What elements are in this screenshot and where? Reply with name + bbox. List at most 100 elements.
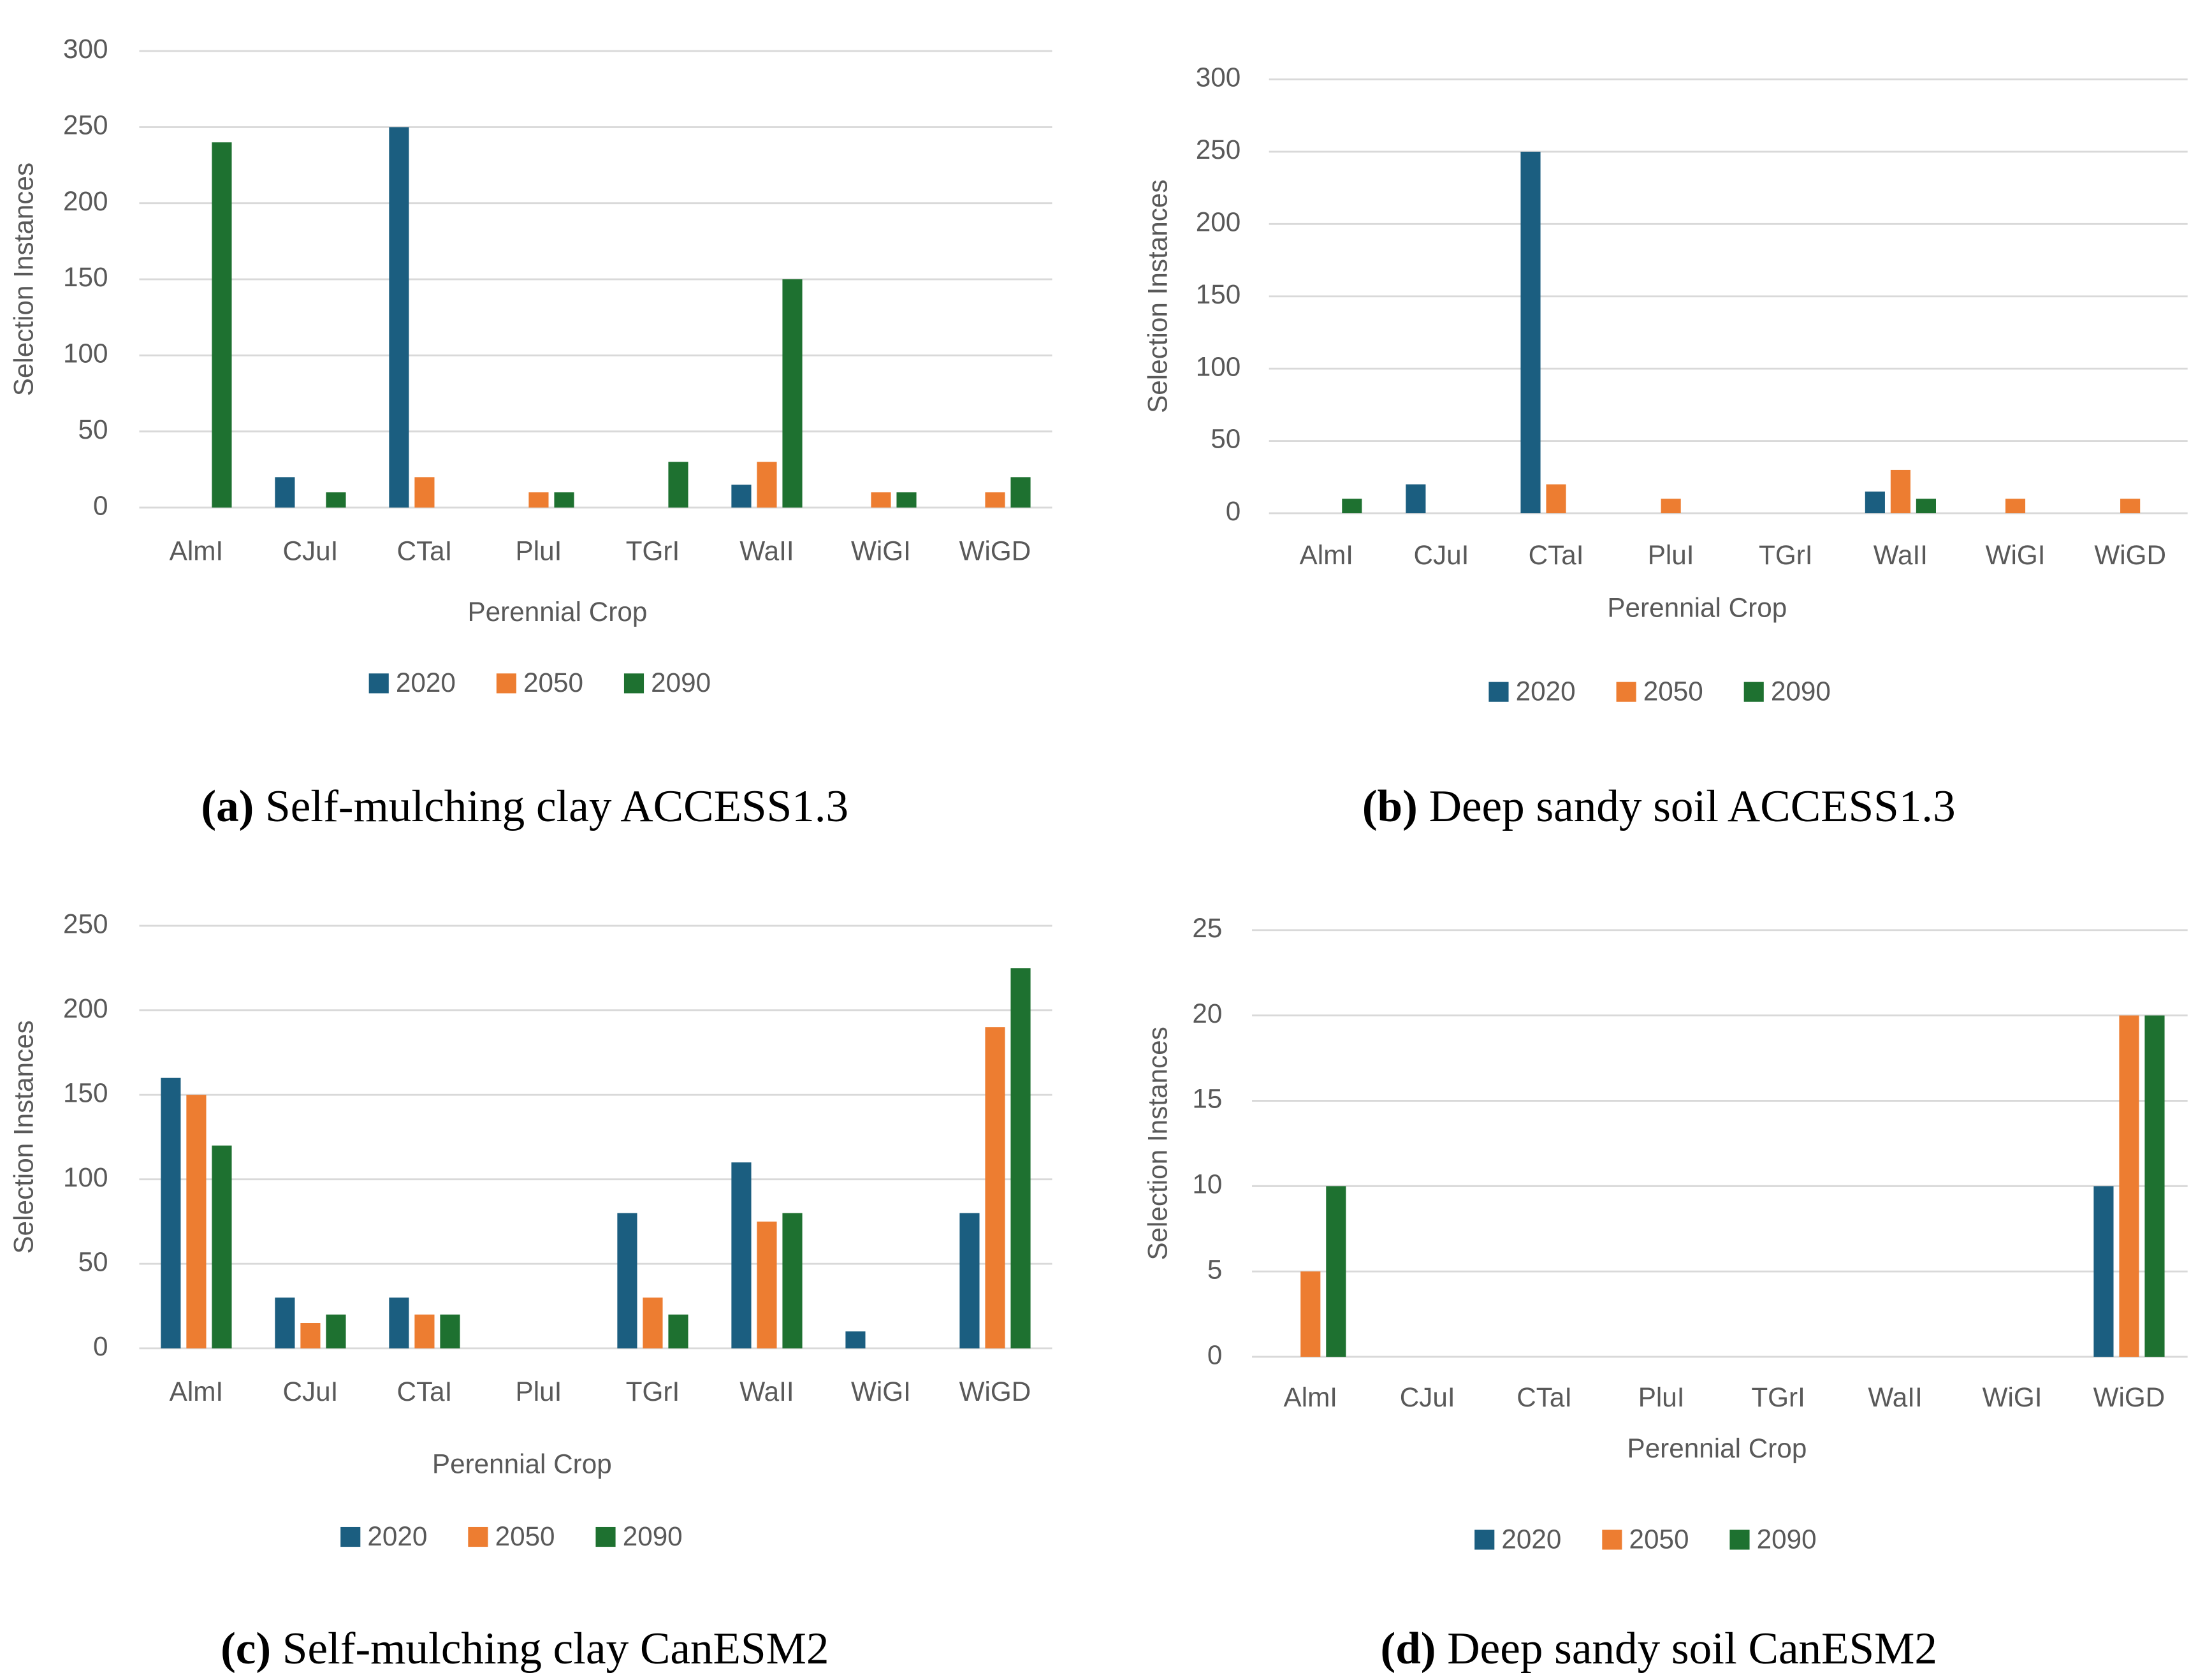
x-tick-label: CJuI <box>282 1377 338 1406</box>
x-tick-label: WiGD <box>959 536 1031 566</box>
x-tick-label: WaII <box>739 1377 794 1406</box>
legend-label: 2050 <box>495 1521 555 1551</box>
bar <box>731 1162 752 1348</box>
caption-label: (b) <box>1362 782 1418 831</box>
y-tick-label: 50 <box>78 414 108 444</box>
bar <box>212 1145 232 1348</box>
x-tick-label: WiGI <box>1983 1382 2042 1412</box>
x-tick-label: CTaI <box>397 1377 453 1406</box>
y-axis-title: Selection Instances <box>1143 1026 1173 1260</box>
bar <box>528 492 549 508</box>
bar <box>275 1297 295 1348</box>
y-tick-label: 150 <box>63 262 108 292</box>
bar <box>1661 499 1681 513</box>
y-axis-title: Selection Instances <box>9 163 39 396</box>
legend-swatch <box>1743 682 1764 702</box>
bar <box>2005 499 2026 513</box>
y-tick-label: 50 <box>78 1246 108 1276</box>
y-axis-title: Selection Instances <box>1143 180 1173 413</box>
x-tick-label: WiGD <box>959 1377 1031 1406</box>
y-axis-title: Selection Instances <box>9 1020 39 1253</box>
legend-label: 2090 <box>1757 1524 1817 1554</box>
caption-label: (a) <box>201 782 254 831</box>
y-tick-label: 100 <box>63 1162 108 1192</box>
bar <box>959 1213 980 1348</box>
bar <box>985 492 1005 508</box>
bar <box>1010 968 1031 1348</box>
bar <box>326 1314 346 1348</box>
x-tick-label: WiGI <box>851 1377 911 1406</box>
x-axis-title: Perennial Crop <box>1627 1433 1807 1463</box>
caption-text: Self-mulching clay CanESM2 <box>282 1624 829 1673</box>
x-axis-title: Perennial Crop <box>432 1449 612 1479</box>
y-tick-label: 100 <box>63 339 108 369</box>
y-tick-label: 0 <box>1226 496 1241 526</box>
y-tick-label: 250 <box>63 909 108 939</box>
x-tick-label: WaII <box>1874 540 1928 570</box>
bar <box>896 492 917 508</box>
y-tick-label: 50 <box>1211 424 1241 454</box>
bar <box>1342 499 1362 513</box>
x-tick-label: TGrI <box>626 536 680 566</box>
y-tick-label: 150 <box>63 1078 108 1107</box>
x-tick-label: CJuI <box>282 536 338 566</box>
legend-label: 2090 <box>623 1521 683 1551</box>
legend-swatch <box>496 673 516 694</box>
y-tick-label: 25 <box>1192 913 1222 943</box>
bar <box>414 1314 435 1348</box>
y-tick-label: 0 <box>93 1331 108 1361</box>
bar <box>1326 1186 1346 1357</box>
caption: (c) Self-mulching clay CanESM2 <box>221 1624 829 1673</box>
bar <box>2120 499 2141 513</box>
x-tick-label: CTaI <box>1517 1382 1572 1412</box>
bar <box>731 485 752 508</box>
legend-swatch <box>1474 1530 1495 1550</box>
bar <box>1916 499 1936 513</box>
caption: (b) Deep sandy soil ACCESS1.3 <box>1362 782 1956 831</box>
bar <box>2144 1015 2165 1357</box>
caption-text: Deep sandy soil CanESM2 <box>1447 1624 1937 1673</box>
bar <box>1546 484 1566 513</box>
legend-label: 2050 <box>1629 1524 1689 1554</box>
y-tick-label: 0 <box>93 490 108 520</box>
y-tick-label: 10 <box>1192 1169 1222 1199</box>
caption: (d) Deep sandy soil CanESM2 <box>1381 1624 1937 1673</box>
legend-swatch <box>340 1526 361 1547</box>
x-axis-title: Perennial Crop <box>1607 592 1787 622</box>
y-tick-label: 200 <box>63 186 108 216</box>
legend-swatch <box>623 673 644 694</box>
y-tick-label: 100 <box>1196 351 1241 381</box>
y-tick-label: 150 <box>1196 279 1241 309</box>
bar <box>871 492 891 508</box>
legend-label: 2020 <box>1516 676 1576 706</box>
x-tick-label: TGrI <box>626 1377 680 1406</box>
bar <box>554 492 574 508</box>
x-tick-label: TGrI <box>1759 540 1812 570</box>
x-tick-label: PluI <box>516 1377 562 1406</box>
x-tick-label: WaII <box>739 536 794 566</box>
bar <box>782 1213 803 1348</box>
y-tick-label: 300 <box>63 34 108 64</box>
bar <box>1865 491 1885 513</box>
y-tick-label: 250 <box>63 110 108 140</box>
bar <box>186 1095 207 1348</box>
x-tick-label: AlmI <box>1284 1382 1338 1412</box>
x-tick-label: PluI <box>1638 1382 1685 1412</box>
x-tick-label: CJuI <box>1400 1382 1455 1412</box>
bar <box>326 492 346 508</box>
bar <box>845 1331 866 1348</box>
bar <box>757 1221 777 1348</box>
y-tick-label: 20 <box>1192 998 1222 1028</box>
y-tick-label: 250 <box>1196 135 1241 164</box>
legend-label: 2020 <box>367 1521 427 1551</box>
bar <box>300 1323 321 1348</box>
caption: (a) Self-mulching clay ACCESS1.3 <box>201 782 848 831</box>
legend-label: 2090 <box>651 668 711 698</box>
x-tick-label: CJuI <box>1413 540 1469 570</box>
bar <box>1406 484 1426 513</box>
y-tick-label: 200 <box>63 993 108 1023</box>
x-axis-title: Perennial Crop <box>468 597 648 627</box>
x-tick-label: WaII <box>1868 1382 1922 1412</box>
legend-swatch <box>1488 682 1509 702</box>
